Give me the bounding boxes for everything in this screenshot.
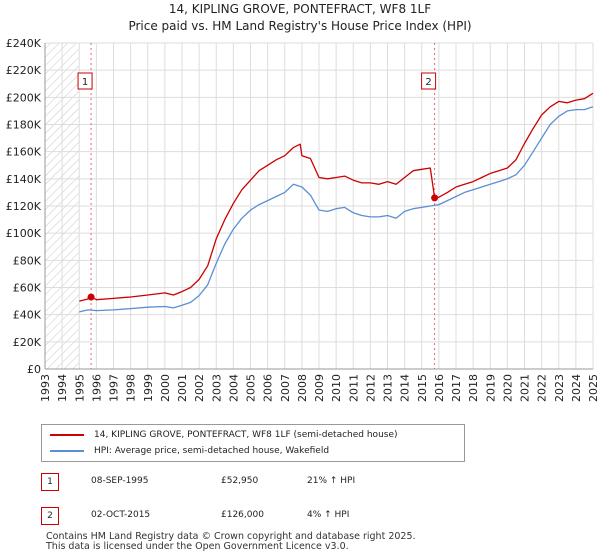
footer: Contains HM Land Registry data © Crown c… xyxy=(46,532,416,552)
x-tick-label: 2025 xyxy=(587,374,600,402)
x-tick-label: 2012 xyxy=(364,374,377,402)
y-tick-label: £240K xyxy=(6,37,42,50)
x-tick-label: 2020 xyxy=(501,374,514,402)
y-tick-label: £0 xyxy=(27,363,41,376)
sale-marker-box xyxy=(421,72,437,90)
legend-label-price: 14, KIPLING GROVE, PONTEFRACT, WF8 1LF (… xyxy=(94,430,398,440)
sale-badge: 2 xyxy=(41,507,59,525)
x-tick-label: 2016 xyxy=(433,374,446,402)
x-tick-label: 2017 xyxy=(450,374,463,402)
x-tick-label: 2013 xyxy=(382,374,395,402)
sale-hpi-diff: 4% ↑ HPI xyxy=(307,510,350,520)
x-tick-label: 2018 xyxy=(467,374,480,402)
y-tick-label: £60K xyxy=(13,282,42,295)
y-tick-label: £140K xyxy=(6,173,42,186)
x-tick-label: 2021 xyxy=(519,374,532,402)
legend-item-price: 14, KIPLING GROVE, PONTEFRACT, WF8 1LF (… xyxy=(50,428,398,442)
sale-point xyxy=(87,293,95,301)
y-tick-label: £160K xyxy=(6,146,42,159)
sale-date: 02-OCT-2015 xyxy=(91,510,151,520)
chart-subtitle: Price paid vs. HM Land Registry's House … xyxy=(128,19,472,33)
x-tick-label: 1998 xyxy=(125,374,138,402)
y-tick-label: £20K xyxy=(13,336,42,349)
x-tick-label: 2010 xyxy=(330,374,343,402)
legend-swatch-red xyxy=(50,434,84,436)
sale-badge: 1 xyxy=(41,473,59,491)
x-tick-label: 2019 xyxy=(484,374,497,402)
legend-swatch-blue xyxy=(50,450,84,452)
x-tick-label: 2009 xyxy=(313,374,326,402)
footer-licence: This data is licensed under the Open Gov… xyxy=(46,541,349,552)
x-tick-label: 1997 xyxy=(108,374,121,402)
x-tick-label: 2024 xyxy=(570,374,583,402)
legend: 14, KIPLING GROVE, PONTEFRACT, WF8 1LF (… xyxy=(41,424,465,462)
y-tick-label: £120K xyxy=(6,200,42,213)
chart-title: 14, KIPLING GROVE, PONTEFRACT, WF8 1LF xyxy=(168,2,432,16)
hpi-line xyxy=(79,106,594,313)
x-tick-label: 2008 xyxy=(296,374,309,402)
sale-date: 08-SEP-1995 xyxy=(91,476,149,486)
x-tick-label: 2007 xyxy=(279,374,292,402)
price-paid-line xyxy=(79,92,594,302)
x-tick-label: 1994 xyxy=(56,374,69,402)
x-tick-label: 2002 xyxy=(193,374,206,402)
sale-marker-label: 2 xyxy=(425,77,431,88)
legend-label-hpi: HPI: Average price, semi-detached house,… xyxy=(94,446,330,456)
x-tick-label: 1993 xyxy=(39,374,52,402)
x-tick-label: 2005 xyxy=(245,374,258,402)
x-tick-label: 2003 xyxy=(210,374,223,402)
y-tick-label: £80K xyxy=(13,254,42,267)
x-tick-label: 1996 xyxy=(90,374,103,402)
sale-hpi-diff: 21% ↑ HPI xyxy=(307,476,356,486)
sale-row: 2 02-OCT-2015 £126,000 4% ↑ HPI xyxy=(41,507,581,527)
x-tick-label: 2006 xyxy=(262,374,275,402)
x-tick-label: 2023 xyxy=(553,374,566,402)
sale-row: 1 08-SEP-1995 £52,950 21% ↑ HPI xyxy=(41,473,581,493)
x-tick-label: 1995 xyxy=(73,374,86,402)
sale-marker-box xyxy=(77,72,93,90)
y-tick-label: £200K xyxy=(6,91,42,104)
sale-point xyxy=(431,194,439,202)
x-tick-label: 2022 xyxy=(536,374,549,402)
x-tick-label: 1999 xyxy=(142,374,155,402)
x-tick-label: 2000 xyxy=(159,374,172,402)
price-chart: £0 £20K £40K £60K £80K £100K £120K £140K £160K £1… xyxy=(6,37,600,402)
x-tick-label: 2015 xyxy=(416,374,429,402)
sale-price: £52,950 xyxy=(221,476,259,486)
sale-price: £126,000 xyxy=(221,510,264,520)
x-tick-label: 2011 xyxy=(347,374,360,402)
x-tick-label: 2001 xyxy=(176,374,189,402)
y-tick-label: £40K xyxy=(13,309,42,322)
y-tick-label: £100K xyxy=(6,227,42,240)
y-tick-label: £220K xyxy=(6,64,42,77)
legend-item-hpi: HPI: Average price, semi-detached house,… xyxy=(50,444,329,458)
x-tick-label: 2014 xyxy=(399,374,412,402)
x-tick-label: 2004 xyxy=(227,374,240,402)
y-tick-label: £180K xyxy=(6,119,42,132)
footer-copyright: Contains HM Land Registry data © Crown c… xyxy=(46,531,416,542)
sale-marker-label: 1 xyxy=(82,77,88,88)
